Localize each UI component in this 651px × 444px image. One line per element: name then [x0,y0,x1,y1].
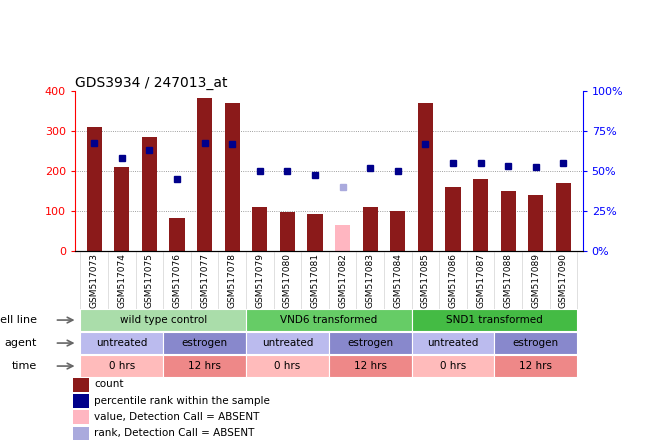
Text: untreated: untreated [96,338,148,348]
Bar [494,332,577,354]
Bar [494,355,577,377]
Text: estrogen: estrogen [182,338,228,348]
Bar [363,207,378,250]
Bar [329,355,411,377]
Text: untreated: untreated [262,338,313,348]
Text: agent: agent [5,338,37,348]
Text: VND6 transformed: VND6 transformed [280,315,378,325]
Text: GSM517074: GSM517074 [117,254,126,308]
Bar [280,212,295,250]
Text: GSM517075: GSM517075 [145,254,154,309]
Bar [246,309,411,331]
Text: GSM517076: GSM517076 [173,254,182,309]
Bar [163,355,246,377]
Bar [246,332,329,354]
Text: GSM517088: GSM517088 [504,254,512,309]
Text: GSM517079: GSM517079 [255,254,264,309]
Text: GSM517078: GSM517078 [228,254,237,309]
Text: time: time [12,361,37,371]
Text: value, Detection Call = ABSENT: value, Detection Call = ABSENT [94,412,260,422]
Text: GSM517073: GSM517073 [90,254,99,309]
Bar [528,195,544,250]
Bar [80,309,246,331]
Text: rank, Detection Call = ABSENT: rank, Detection Call = ABSENT [94,428,255,438]
Bar [87,127,102,250]
Bar [411,355,494,377]
Text: GSM517077: GSM517077 [200,254,209,309]
Bar [418,103,433,250]
Text: GSM517090: GSM517090 [559,254,568,309]
Bar [197,98,212,250]
Text: SND1 transformed: SND1 transformed [446,315,543,325]
Text: GSM517086: GSM517086 [449,254,458,309]
Bar [114,166,130,250]
Text: GSM517082: GSM517082 [338,254,347,308]
Text: GSM517085: GSM517085 [421,254,430,309]
Text: 0 hrs: 0 hrs [440,361,466,371]
Bar [411,309,577,331]
Text: count: count [94,379,124,389]
Bar [252,206,268,250]
Bar [445,186,460,250]
Bar [142,137,157,250]
Text: 0 hrs: 0 hrs [109,361,135,371]
Text: cell line: cell line [0,315,37,325]
Text: estrogen: estrogen [513,338,559,348]
Text: percentile rank within the sample: percentile rank within the sample [94,396,270,405]
Text: GSM517083: GSM517083 [366,254,374,309]
Bar [73,394,89,408]
Text: 0 hrs: 0 hrs [274,361,301,371]
Bar [73,410,89,424]
Bar [169,218,185,250]
Bar [329,332,411,354]
Bar [80,332,163,354]
Text: GSM517087: GSM517087 [476,254,485,309]
Bar [225,103,240,250]
Bar [307,214,322,250]
Text: GSM517081: GSM517081 [311,254,320,309]
Bar [73,427,89,440]
Bar [473,178,488,250]
Text: 12 hrs: 12 hrs [353,361,387,371]
Bar [73,378,89,392]
Bar [80,355,163,377]
Text: 12 hrs: 12 hrs [188,361,221,371]
Text: GSM517089: GSM517089 [531,254,540,309]
Bar [501,190,516,250]
Text: untreated: untreated [427,338,478,348]
Bar [335,225,350,250]
Bar [246,355,329,377]
Bar [411,332,494,354]
Text: estrogen: estrogen [347,338,393,348]
Text: GDS3934 / 247013_at: GDS3934 / 247013_at [75,75,227,90]
Text: 12 hrs: 12 hrs [519,361,552,371]
Bar [163,332,246,354]
Bar [556,183,571,250]
Text: wild type control: wild type control [120,315,207,325]
Text: GSM517084: GSM517084 [393,254,402,308]
Bar [390,210,406,250]
Text: GSM517080: GSM517080 [283,254,292,309]
